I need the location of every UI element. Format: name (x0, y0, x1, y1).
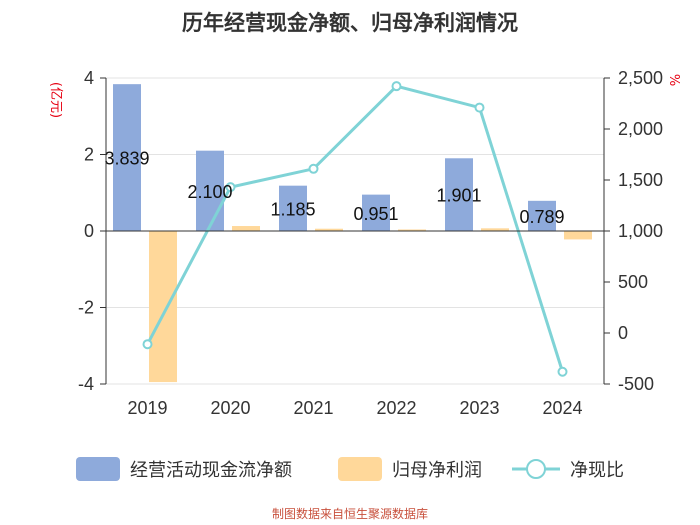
bar-cashflow (113, 84, 141, 231)
bar-value-label: 1.185 (270, 199, 315, 219)
legend-label: 经营活动现金流净额 (130, 460, 292, 481)
bar-cashflow (528, 200, 556, 231)
bar-cashflow (445, 158, 473, 231)
bar-value-label: 1.901 (436, 186, 481, 206)
right-tick-label: 500 (618, 272, 648, 292)
line-point (225, 182, 236, 193)
left-tick-label: -2 (78, 298, 94, 318)
line-point (308, 163, 319, 174)
line-point (474, 102, 485, 113)
line-ratio (146, 84, 564, 373)
line-point (557, 366, 568, 377)
bar-netprofit (564, 231, 592, 240)
left-tick-label: -4 (78, 374, 94, 394)
bar-value-label: 3.839 (104, 149, 149, 169)
right-tick-label: 1,500 (618, 170, 663, 190)
line-point (142, 339, 153, 350)
bar-netprofit (315, 228, 343, 231)
bar-series (113, 84, 592, 383)
legend-swatch (76, 457, 120, 481)
bar-netprofit (481, 228, 509, 231)
legend-marker (526, 459, 546, 479)
axes: -4 -2 0 2 4 -500 0 500 1,000 1,500 2,000 2,500 2019 2… (78, 68, 663, 418)
left-tick-label: 2 (84, 145, 94, 165)
legend-swatch (338, 457, 382, 481)
right-tick-label: 2,500 (618, 68, 663, 88)
x-tick-label: 2024 (542, 398, 582, 418)
legend-label: 净现比 (570, 460, 624, 481)
right-tick-label: 2,000 (618, 119, 663, 139)
data-labels: 3.839 2.100 1.185 0.951 1.901 0.789 (104, 149, 564, 227)
bar-cashflow (279, 185, 307, 231)
x-tick-label: 2023 (459, 398, 499, 418)
bar-netprofit (232, 226, 260, 231)
left-axis-unit: (亿元) (48, 82, 63, 118)
bar-value-label: 0.789 (519, 207, 564, 227)
source-footer: 制图数据来自恒生聚源数据库 (272, 506, 428, 521)
legend-label: 归母净利润 (392, 460, 482, 481)
right-axis-unit: % (666, 74, 681, 86)
x-tick-label: 2020 (210, 398, 250, 418)
bar-value-label: 0.951 (353, 204, 398, 224)
chart-title: 历年经营现金净额、归母净利润情况 (182, 11, 518, 35)
right-tick-label: 0 (618, 323, 628, 343)
left-tick-label: 4 (84, 68, 94, 88)
line-point (391, 81, 402, 92)
x-tick-label: 2022 (376, 398, 416, 418)
line-series (142, 81, 568, 377)
bar-cashflow (196, 150, 224, 231)
bar-value-label: 2.100 (187, 182, 232, 202)
right-tick-label: 1,000 (618, 221, 663, 241)
x-tick-label: 2021 (293, 398, 333, 418)
left-tick-label: 0 (84, 221, 94, 241)
x-tick-label: 2019 (127, 398, 167, 418)
bar-netprofit (149, 231, 177, 383)
legend: 经营活动现金流净额 归母净利润 净现比 (76, 457, 624, 481)
bar-cashflow (362, 194, 390, 231)
right-tick-label: -500 (618, 374, 654, 394)
bar-netprofit (398, 229, 426, 231)
